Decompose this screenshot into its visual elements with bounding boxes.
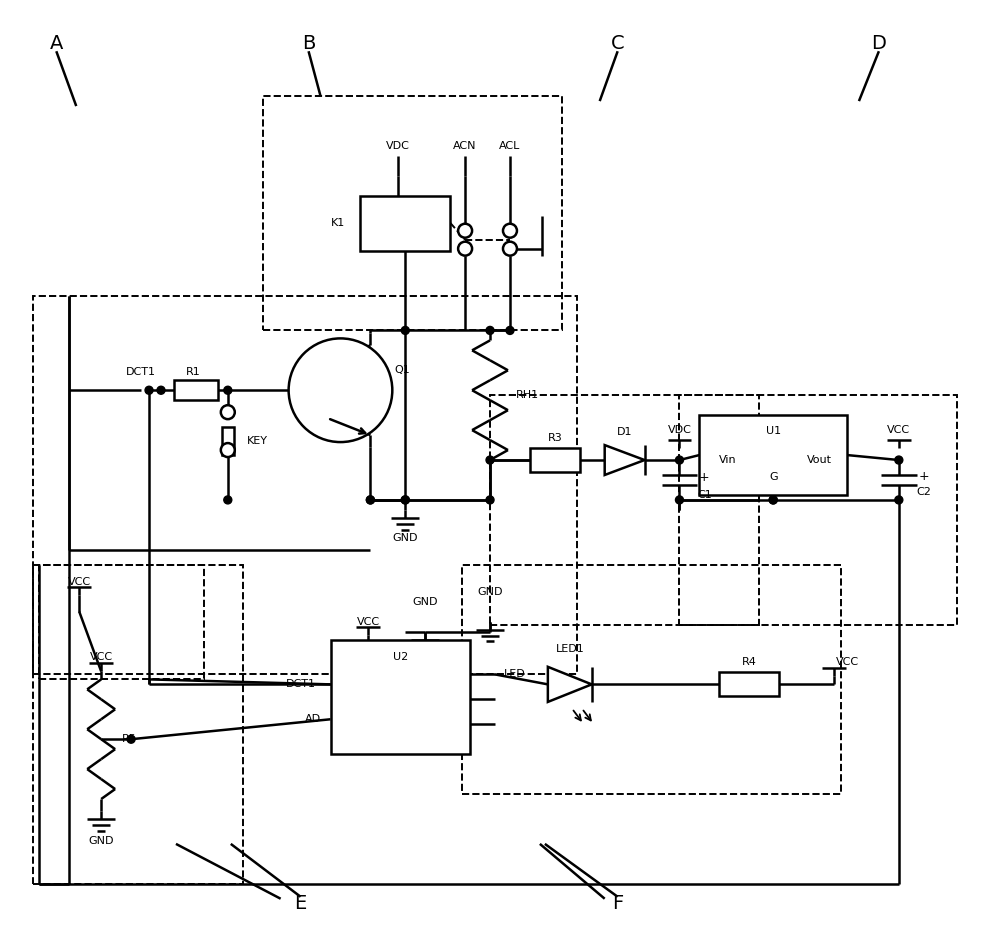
Text: KEY: KEY (247, 436, 268, 447)
Circle shape (401, 496, 409, 504)
Bar (719, 672, 779, 697)
Circle shape (675, 456, 683, 464)
Circle shape (895, 456, 903, 464)
Circle shape (224, 386, 232, 395)
Bar (222, 427, 234, 455)
Text: G: G (769, 472, 778, 482)
Circle shape (366, 496, 374, 504)
Text: F: F (612, 894, 623, 913)
Circle shape (458, 224, 472, 238)
Bar (679, 396, 957, 625)
Text: ACN: ACN (453, 141, 477, 151)
Text: +: + (918, 470, 929, 483)
Bar (360, 195, 450, 251)
Circle shape (127, 735, 135, 743)
Text: R4: R4 (742, 657, 757, 667)
Text: K1: K1 (331, 218, 346, 228)
Text: D1: D1 (617, 427, 632, 437)
Circle shape (221, 405, 235, 419)
Text: VCC: VCC (68, 577, 91, 586)
Text: VDC: VDC (668, 425, 691, 435)
Text: C2: C2 (916, 487, 931, 497)
Circle shape (769, 496, 777, 504)
Text: LED: LED (504, 669, 526, 680)
Polygon shape (548, 666, 592, 702)
Text: DCT1: DCT1 (126, 367, 156, 378)
Text: R3: R3 (547, 433, 562, 443)
Circle shape (675, 496, 683, 504)
Circle shape (221, 443, 235, 457)
Text: A: A (50, 34, 63, 53)
Circle shape (895, 496, 903, 504)
Text: Q1: Q1 (394, 365, 410, 376)
Text: GND: GND (393, 532, 418, 543)
Text: GND: GND (412, 597, 438, 607)
Circle shape (486, 327, 494, 334)
Text: RH1: RH1 (516, 390, 539, 400)
Text: +: + (699, 471, 710, 484)
Bar (174, 380, 218, 400)
Text: VDC: VDC (386, 141, 410, 151)
Bar (490, 396, 759, 625)
Bar (33, 565, 243, 884)
Text: B: B (302, 34, 315, 53)
Circle shape (506, 327, 514, 334)
Circle shape (157, 386, 165, 395)
Text: VCC: VCC (835, 657, 859, 667)
Circle shape (769, 496, 777, 504)
Text: R1: R1 (186, 367, 200, 378)
Text: U1: U1 (766, 426, 781, 436)
Text: U2: U2 (393, 652, 408, 663)
Circle shape (401, 496, 409, 504)
Text: ACL: ACL (499, 141, 521, 151)
Bar (331, 639, 470, 754)
Text: LED1: LED1 (555, 645, 584, 654)
Text: AD: AD (304, 715, 321, 724)
Circle shape (503, 224, 517, 238)
Bar (263, 96, 562, 330)
Circle shape (503, 242, 517, 256)
Text: VCC: VCC (357, 616, 380, 627)
Circle shape (145, 386, 153, 395)
Text: GND: GND (88, 835, 114, 846)
Circle shape (486, 496, 494, 504)
Text: R5: R5 (122, 734, 136, 744)
Circle shape (458, 242, 472, 256)
Circle shape (224, 496, 232, 504)
Bar (33, 295, 577, 674)
Circle shape (366, 496, 374, 504)
Circle shape (401, 327, 409, 334)
Text: GND: GND (477, 586, 503, 597)
Bar (462, 565, 841, 794)
Text: E: E (294, 894, 307, 913)
Bar (39, 565, 204, 680)
Circle shape (486, 456, 494, 464)
Text: D: D (871, 34, 886, 53)
Text: VCC: VCC (90, 652, 113, 663)
Text: C: C (611, 34, 624, 53)
Text: DCT1: DCT1 (286, 680, 316, 689)
Bar (530, 448, 580, 472)
Circle shape (289, 338, 392, 442)
Text: Vout: Vout (807, 455, 832, 465)
Text: Vin: Vin (719, 455, 736, 465)
Text: C1: C1 (697, 490, 712, 500)
Bar (699, 415, 847, 495)
Text: VCC: VCC (887, 425, 910, 435)
Polygon shape (605, 445, 645, 475)
